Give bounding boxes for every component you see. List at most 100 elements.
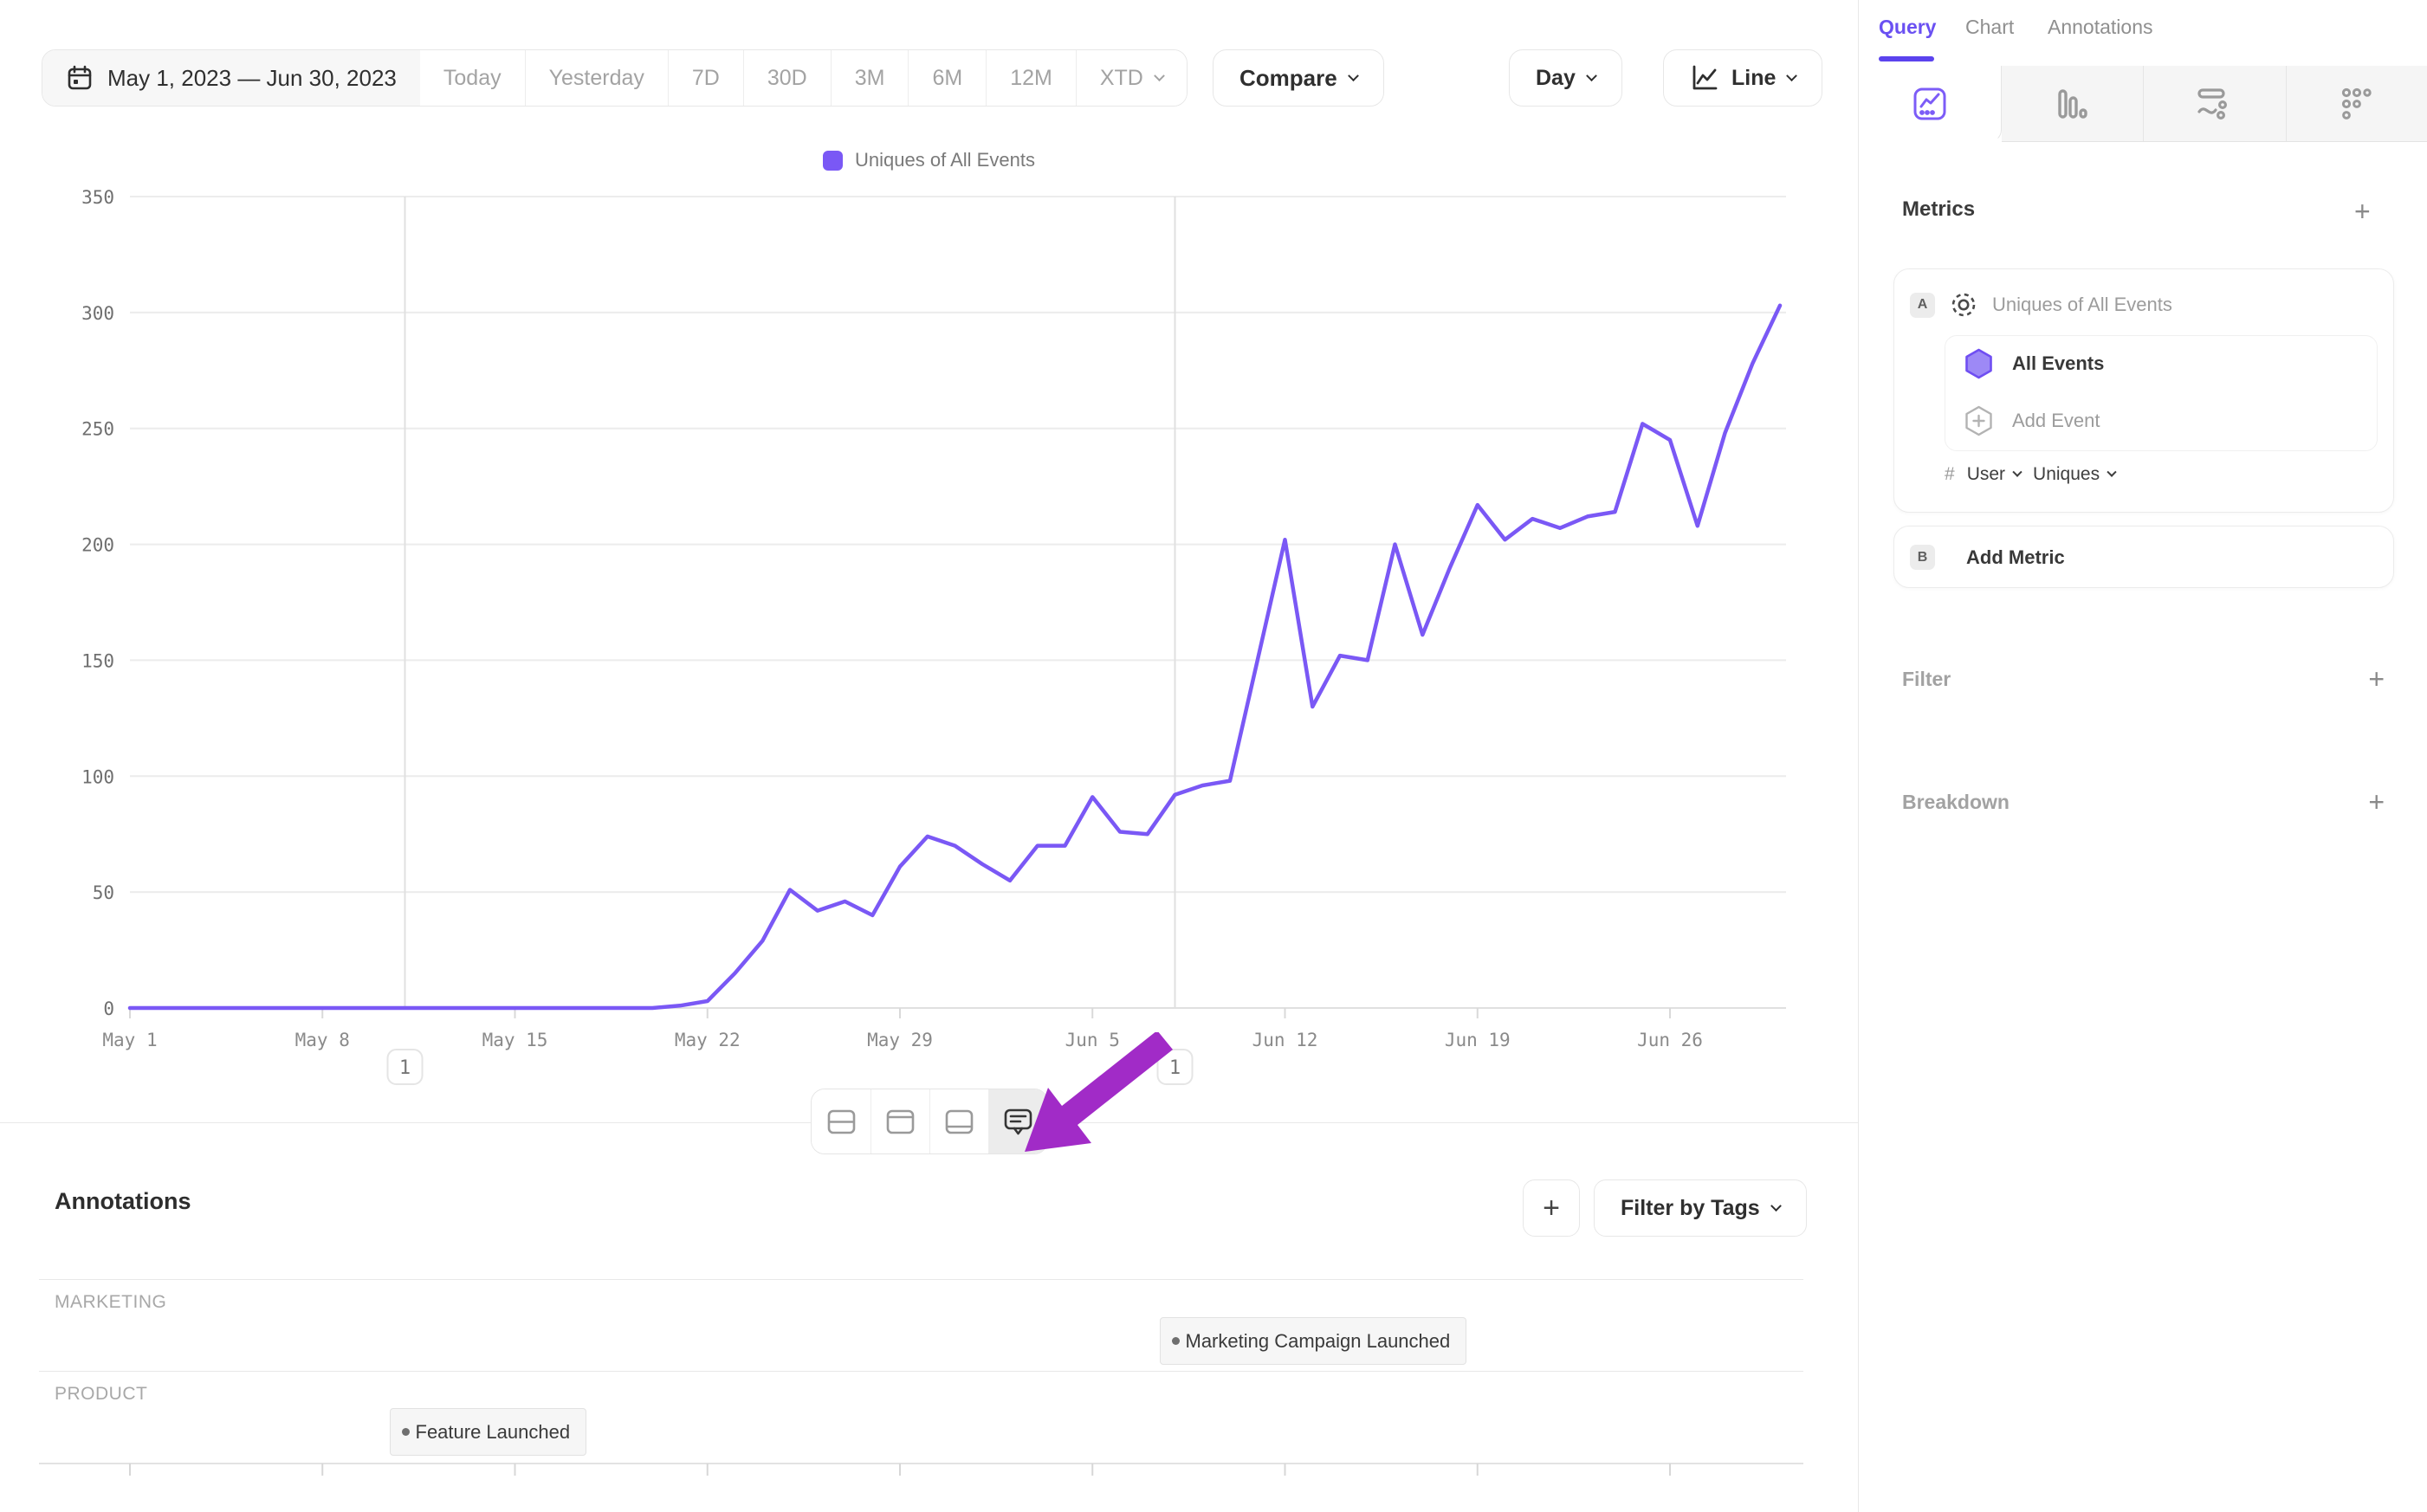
annotation-dot-icon <box>401 1428 410 1436</box>
metric-a-card: A Uniques of All Events All E <box>1893 268 2394 513</box>
report-type-switcher <box>1859 66 2427 142</box>
annotation-item[interactable]: Marketing Campaign Launched <box>1159 1317 1467 1365</box>
report-type-retention-button[interactable] <box>2286 66 2427 142</box>
active-tab-underline <box>1879 56 1934 61</box>
filter-by-tags-button[interactable]: Filter by Tags <box>1594 1179 1807 1237</box>
metric-a-badge: A <box>1910 292 1935 318</box>
annotation-count-badge-1[interactable] <box>1156 1049 1194 1085</box>
chevron-down-icon <box>1786 69 1798 81</box>
report-type-insights-button[interactable] <box>1859 66 2002 142</box>
add-metric-plus-button[interactable]: + <box>2354 196 2371 227</box>
y-axis-label-300: 300 <box>81 303 114 324</box>
legend-label: Uniques of All Events <box>855 149 1035 171</box>
aggregation-row: # User Uniques <box>1945 464 2117 485</box>
flows-icon <box>2197 87 2227 120</box>
callout-arrow <box>1025 1032 1173 1152</box>
quick-range-12m[interactable]: 12M <box>986 50 1076 106</box>
x-axis-label-may-22: May 22 <box>675 1030 741 1050</box>
entity-selector[interactable]: User <box>1966 464 2022 485</box>
insights-line-chart-icon <box>1913 87 1946 120</box>
x-axis-label-may-15: May 15 <box>482 1030 548 1050</box>
annotation-count-value-1: 1 <box>1169 1057 1181 1079</box>
entity-label: User <box>1966 464 2006 484</box>
x-axis-label-may-1: May 1 <box>102 1030 157 1050</box>
line-chart-icon <box>1690 63 1719 93</box>
add-metric-label: Add Metric <box>1966 546 2065 568</box>
quick-range-6m[interactable]: 6M <box>908 50 987 106</box>
y-axis-label-150: 150 <box>81 650 114 671</box>
chevron-down-icon <box>1153 69 1165 81</box>
quick-range-7d[interactable]: 7D <box>667 50 743 106</box>
date-range-toolbar: May 1, 2023 — Jun 30, 2023 Today Yesterda… <box>42 49 1188 107</box>
chevron-down-icon <box>2107 467 2117 477</box>
split-rows-icon <box>827 1109 855 1134</box>
annotation-comment-icon <box>1004 1108 1032 1134</box>
chevron-down-icon <box>2012 467 2022 477</box>
layout-header-panel-button[interactable] <box>870 1089 929 1153</box>
y-axis-label-200: 200 <box>81 535 114 556</box>
chevron-down-icon <box>1347 69 1359 81</box>
annotation-item-label: Feature Launched <box>415 1420 571 1443</box>
x-axis-label-jun-26: Jun 26 <box>1637 1030 1703 1050</box>
date-range-value: May 1, 2023 — Jun 30, 2023 <box>107 64 397 91</box>
plus-icon: + <box>1543 1191 1560 1224</box>
breakdown-section[interactable]: Breakdown + <box>1902 788 2385 816</box>
event-row-all-events[interactable]: All Events <box>1964 348 2104 379</box>
xtd-label: XTD <box>1099 65 1143 90</box>
aggregation-selector[interactable]: Uniques <box>2033 464 2117 485</box>
chevron-down-icon <box>1586 69 1597 81</box>
filter-label: Filter <box>1902 667 1951 690</box>
bottom-panel-icon <box>945 1109 974 1134</box>
x-axis-label-may-8: May 8 <box>295 1030 350 1050</box>
report-type-funnels-button[interactable] <box>2001 66 2144 142</box>
add-event-label: Add Event <box>2012 410 2100 431</box>
event-hexagon-icon <box>1964 348 1993 379</box>
y-axis-label-100: 100 <box>81 766 114 787</box>
compare-button[interactable]: Compare <box>1213 49 1384 107</box>
calendar-icon <box>66 64 94 92</box>
granularity-button[interactable]: Day <box>1509 49 1622 107</box>
quick-range-xtd[interactable]: XTD <box>1075 50 1187 106</box>
x-axis-label-jun-5: Jun 5 <box>1065 1030 1120 1050</box>
line-chart: 0 50 100 150 200 250 300 350 May 1 May 8 May 15 May… <box>81 187 1786 1085</box>
date-range-picker[interactable]: May 1, 2023 — Jun 30, 2023 <box>42 50 420 106</box>
annotation-count-value-0: 1 <box>399 1057 411 1079</box>
annotation-category-marketing: MARKETING <box>55 1292 167 1312</box>
add-event-row[interactable]: Add Event <box>1964 405 2100 436</box>
chart-type-button[interactable]: Line <box>1663 49 1823 107</box>
legend-swatch <box>823 150 844 171</box>
metric-settings-icon[interactable] <box>1949 290 1978 320</box>
x-axis-label-jun-19: Jun 19 <box>1445 1030 1511 1050</box>
top-panel-icon <box>886 1109 915 1134</box>
add-breakdown-button[interactable]: + <box>2368 786 2385 817</box>
annotation-count-badge-0[interactable] <box>386 1049 424 1085</box>
annotation-category-product: PRODUCT <box>55 1384 148 1404</box>
quick-range-yesterday[interactable]: Yesterday <box>524 50 668 106</box>
annotations-title: Annotations <box>55 1188 191 1214</box>
metric-b-badge: B <box>1910 545 1935 570</box>
series-line-uniques <box>127 303 1783 1011</box>
sidebar-tab-chart[interactable]: Chart <box>1965 16 2015 38</box>
filter-by-tags-label: Filter by Tags <box>1621 1195 1760 1220</box>
metric-b-card[interactable]: B Add Metric <box>1893 526 2394 588</box>
metric-a-name[interactable]: Uniques of All Events <box>1992 294 2172 315</box>
layout-split-rows-button[interactable] <box>812 1089 870 1153</box>
quick-range-30d[interactable]: 30D <box>742 50 831 106</box>
breakdown-label: Breakdown <box>1902 790 2010 813</box>
layout-footer-panel-button[interactable] <box>929 1089 988 1153</box>
add-annotation-button[interactable]: + <box>1523 1179 1580 1237</box>
metric-a-events-card: All Events Add Event <box>1945 335 2378 451</box>
y-axis-label-250: 250 <box>81 419 114 440</box>
sidebar-tab-query[interactable]: Query <box>1879 16 1937 38</box>
count-type-symbol[interactable]: # <box>1945 464 1955 484</box>
query-sidebar: Query Chart Annotations <box>1858 0 2427 1512</box>
quick-range-today[interactable]: Today <box>419 50 525 106</box>
add-filter-button[interactable]: + <box>2368 663 2385 695</box>
annotation-item[interactable]: Feature Launched <box>389 1408 587 1456</box>
quick-range-3m[interactable]: 3M <box>830 50 909 106</box>
filter-section[interactable]: Filter + <box>1902 665 2385 693</box>
chart-legend[interactable]: Uniques of All Events <box>0 149 1858 171</box>
report-type-flows-button[interactable] <box>2144 66 2287 142</box>
sidebar-tab-annotations[interactable]: Annotations <box>2048 16 2153 38</box>
